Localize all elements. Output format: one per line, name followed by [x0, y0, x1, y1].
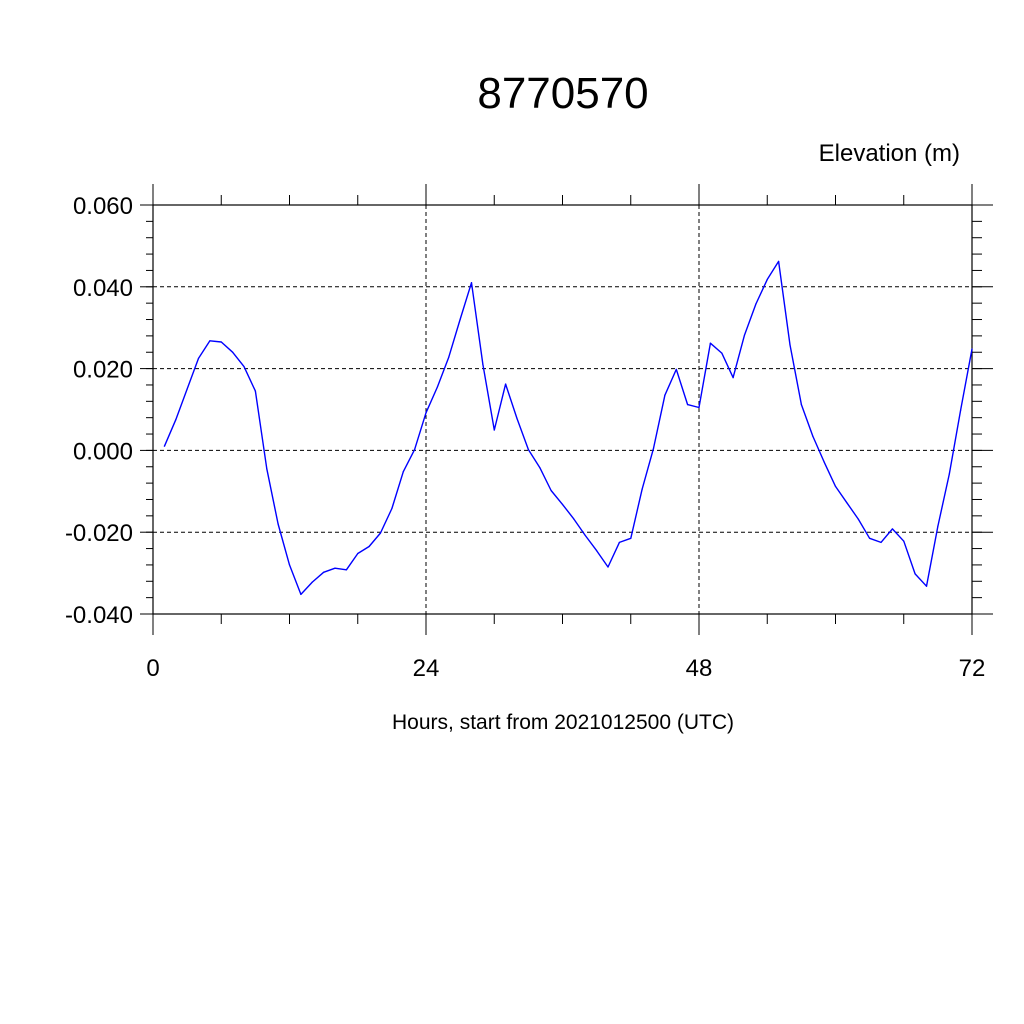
data-point — [948, 473, 950, 475]
data-point — [493, 429, 495, 431]
data-point — [539, 466, 541, 469]
y-tick-label: -0.020 — [65, 520, 133, 547]
data-point — [243, 365, 245, 368]
data-point — [687, 403, 689, 406]
data-point — [641, 488, 643, 490]
data-point — [630, 537, 632, 539]
data-point — [937, 525, 939, 527]
data-point — [470, 282, 473, 284]
data-point — [300, 593, 302, 595]
y-tick-label: 0.060 — [73, 193, 133, 220]
grid-lines — [153, 205, 972, 614]
data-point — [436, 386, 438, 388]
data-point — [232, 351, 234, 353]
data-point — [800, 403, 802, 406]
data-point — [857, 518, 859, 520]
data-point — [277, 523, 279, 525]
plot-frame — [152, 204, 973, 615]
data-point — [698, 406, 700, 409]
data-point — [425, 412, 427, 414]
axis-ticks — [140, 184, 993, 635]
data-point — [834, 485, 837, 487]
x-tick-label: 0 — [146, 655, 159, 682]
y-axis-label: Elevation (m) — [819, 140, 960, 167]
data-point — [379, 532, 382, 534]
x-tick-label: 72 — [959, 655, 986, 682]
x-tick-label: 24 — [413, 655, 440, 682]
data-point — [732, 376, 734, 379]
data-point — [448, 356, 450, 358]
data-point — [607, 566, 609, 568]
data-point — [368, 545, 370, 548]
data-point — [925, 585, 928, 587]
data-point — [812, 435, 814, 437]
data-point — [971, 348, 973, 350]
data-point — [254, 390, 256, 392]
data-point — [414, 448, 416, 451]
data-point — [527, 448, 529, 451]
data-point — [584, 534, 586, 537]
x-tick-labels: 0 24 48 72 — [146, 655, 985, 682]
data-point — [675, 368, 677, 371]
data-point — [709, 342, 711, 344]
data-point — [903, 540, 905, 542]
y-tick-labels: -0.040 -0.020 0.000 0.020 0.040 0.060 — [65, 193, 133, 629]
data-point — [766, 278, 768, 281]
data-point — [288, 564, 291, 566]
data-point — [186, 388, 188, 390]
y-tick-label: 0.040 — [73, 275, 133, 302]
data-point — [823, 461, 825, 463]
x-tick-label: 48 — [686, 655, 713, 682]
data-point — [334, 567, 336, 569]
data-point — [789, 344, 791, 346]
data-point — [652, 447, 655, 449]
data-point — [550, 489, 552, 492]
data-point — [846, 502, 848, 504]
series-layer — [163, 260, 973, 596]
data-point — [311, 581, 313, 583]
y-tick-label: 0.000 — [73, 438, 133, 465]
data-point — [664, 394, 666, 396]
series-line — [163, 260, 973, 596]
data-point — [914, 573, 916, 575]
data-point — [323, 571, 325, 573]
data-point — [891, 528, 893, 530]
x-axis-label: Hours, start from 2021012500 (UTC) — [392, 711, 734, 734]
data-point — [721, 352, 723, 354]
data-point — [743, 334, 746, 336]
data-point — [516, 417, 518, 420]
data-point — [596, 550, 598, 552]
y-tick-label: 0.020 — [73, 357, 133, 384]
data-point — [220, 341, 222, 343]
data-point — [880, 541, 882, 544]
data-point — [778, 260, 780, 263]
data-point — [197, 357, 200, 359]
y-tick-label: -0.040 — [65, 602, 133, 629]
data-point — [482, 363, 484, 366]
data-point — [175, 419, 177, 421]
data-point — [391, 507, 393, 510]
data-point — [209, 340, 211, 342]
data-point — [163, 445, 165, 447]
data-point — [618, 541, 620, 544]
data-point — [357, 552, 359, 555]
data-point — [266, 468, 268, 470]
data-point — [573, 518, 575, 520]
data-point — [755, 303, 757, 305]
data-point — [505, 383, 507, 385]
data-point — [345, 569, 347, 571]
data-point — [960, 409, 962, 411]
chart-title: 8770570 — [477, 69, 648, 118]
data-point — [402, 471, 404, 473]
data-point — [459, 318, 461, 321]
data-point — [869, 537, 871, 539]
data-point — [561, 503, 564, 505]
